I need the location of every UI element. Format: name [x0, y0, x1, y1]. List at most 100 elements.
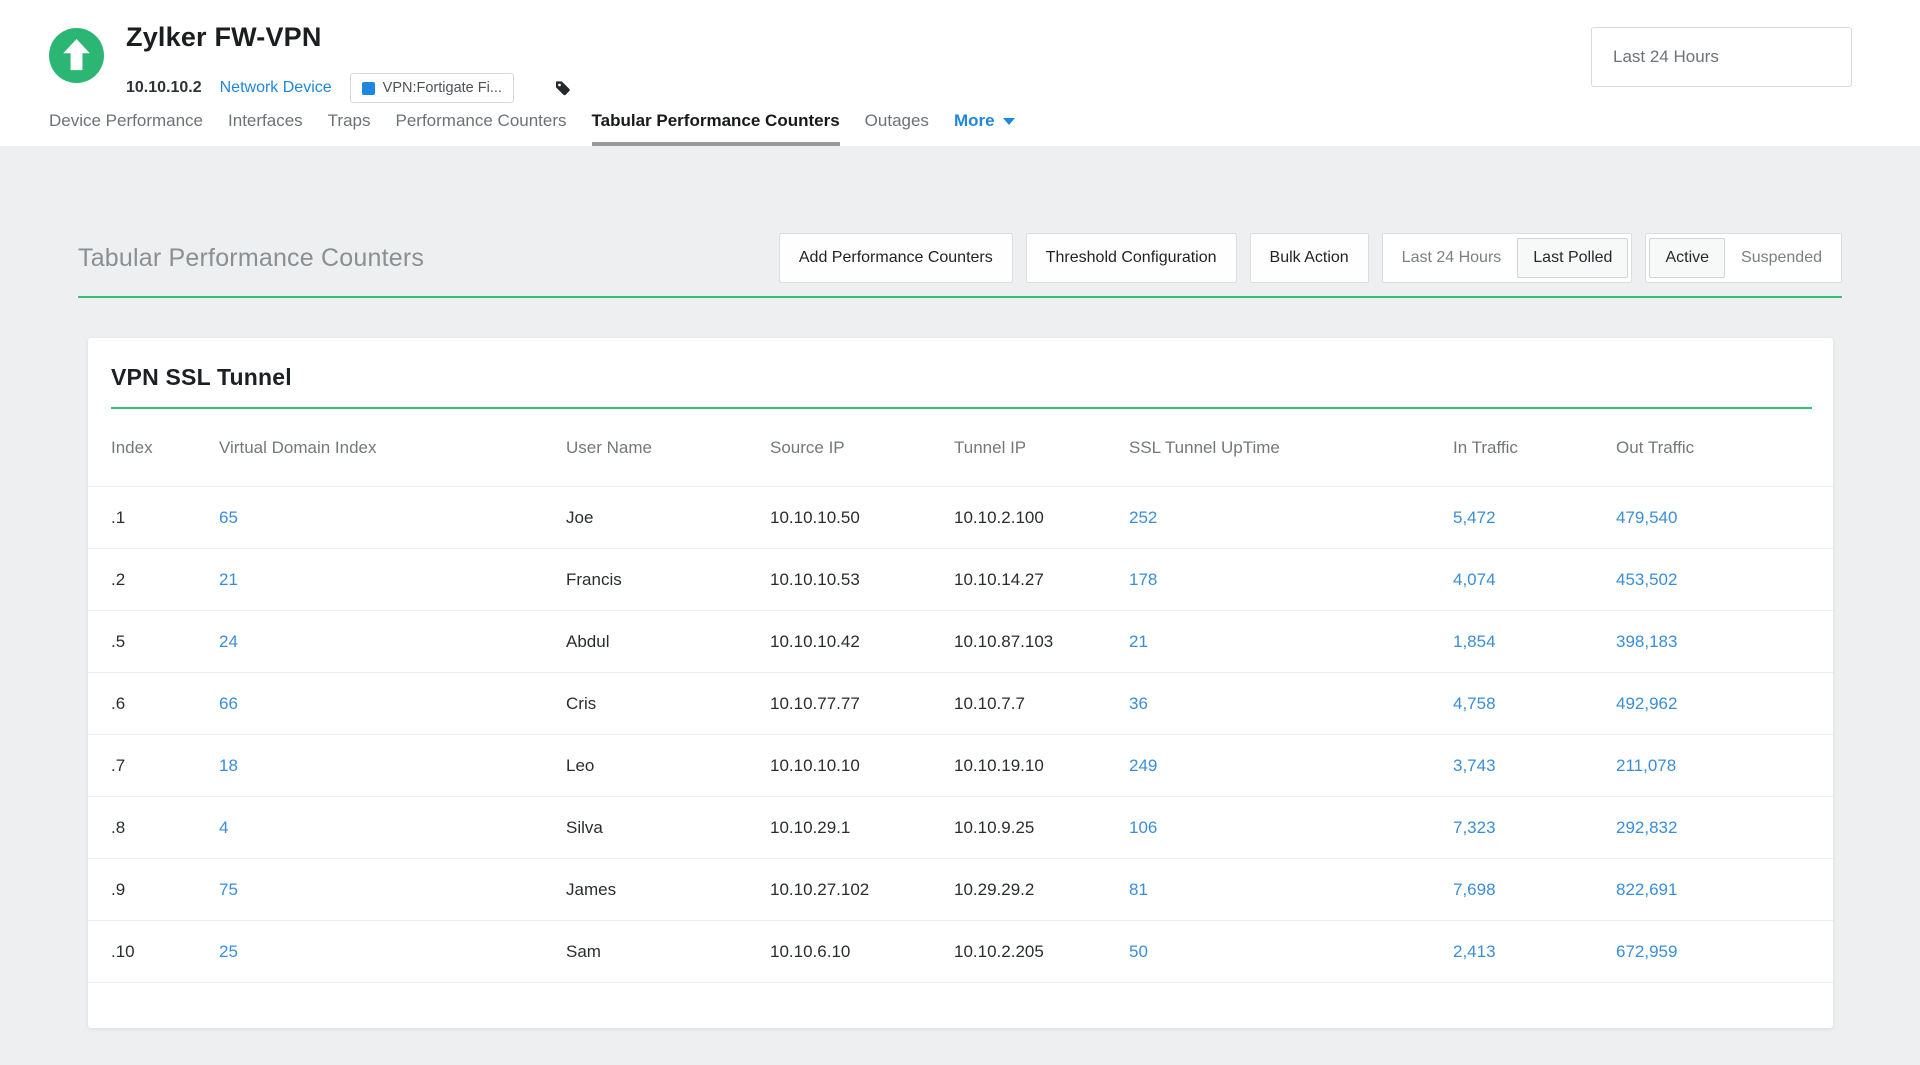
counter-state-toggle: ActiveSuspended [1645, 233, 1842, 283]
cell-in-traffic[interactable]: 7,698 [1453, 880, 1616, 900]
device-category-link[interactable]: Network Device [220, 79, 332, 97]
section-title: Tabular Performance Counters [78, 244, 424, 273]
cell-tunnel-ip: 10.10.2.205 [954, 942, 1129, 962]
tab-outages[interactable]: Outages [865, 111, 929, 146]
device-tag-chip[interactable]: VPN:Fortigate Fi... [350, 73, 514, 103]
page-body: Tabular Performance Counters Add Perform… [0, 146, 1920, 1065]
cell-ssl-tunnel-uptime[interactable]: 81 [1129, 880, 1453, 900]
tab-interfaces[interactable]: Interfaces [228, 111, 303, 146]
cell-source-ip: 10.10.10.10 [770, 756, 954, 776]
column-header-tunnel-ip: Tunnel IP [954, 438, 1129, 458]
cell-user-name: Cris [566, 694, 770, 714]
cell-index: .2 [111, 570, 219, 590]
cell-ssl-tunnel-uptime[interactable]: 252 [1129, 508, 1453, 528]
cell-index: .9 [111, 880, 219, 900]
cell-virtual-domain-index[interactable]: 25 [219, 942, 566, 962]
table-row: .718Leo10.10.10.1010.10.19.102493,743211… [88, 735, 1833, 797]
cell-virtual-domain-index[interactable]: 18 [219, 756, 566, 776]
cell-user-name: Leo [566, 756, 770, 776]
cell-tunnel-ip: 10.10.7.7 [954, 694, 1129, 714]
cell-in-traffic[interactable]: 1,854 [1453, 632, 1616, 652]
tab-performance-counters[interactable]: Performance Counters [396, 111, 567, 146]
cell-virtual-domain-index[interactable]: 65 [219, 508, 566, 528]
cell-index: .6 [111, 694, 219, 714]
cell-out-traffic[interactable]: 292,832 [1616, 818, 1812, 838]
table-row: .975James10.10.27.10210.29.29.2817,69882… [88, 859, 1833, 921]
time-range-value: Last 24 Hours [1613, 47, 1719, 67]
table-row: .666Cris10.10.77.7710.10.7.7364,758492,9… [88, 673, 1833, 735]
cell-ssl-tunnel-uptime[interactable]: 178 [1129, 570, 1453, 590]
cell-virtual-domain-index[interactable]: 24 [219, 632, 566, 652]
cell-out-traffic[interactable]: 479,540 [1616, 508, 1812, 528]
cell-source-ip: 10.10.27.102 [770, 880, 954, 900]
cell-in-traffic[interactable]: 3,743 [1453, 756, 1616, 776]
cell-out-traffic[interactable]: 398,183 [1616, 632, 1812, 652]
cell-user-name: Joe [566, 508, 770, 528]
cell-ssl-tunnel-uptime[interactable]: 249 [1129, 756, 1453, 776]
device-header: Zylker FW-VPN 10.10.10.2 Network Device … [0, 0, 1920, 146]
cell-index: .10 [111, 942, 219, 962]
cell-virtual-domain-index[interactable]: 75 [219, 880, 566, 900]
cell-index: .7 [111, 756, 219, 776]
device-status-up-icon [49, 28, 104, 83]
cell-out-traffic[interactable]: 492,962 [1616, 694, 1812, 714]
cell-index: .5 [111, 632, 219, 652]
cell-out-traffic[interactable]: 822,691 [1616, 880, 1812, 900]
cell-source-ip: 10.10.10.50 [770, 508, 954, 528]
cell-out-traffic[interactable]: 453,502 [1616, 570, 1812, 590]
tab-tabular-performance-counters[interactable]: Tabular Performance Counters [592, 111, 840, 146]
threshold-configuration-button[interactable]: Threshold Configuration [1026, 233, 1237, 283]
cell-virtual-domain-index[interactable]: 66 [219, 694, 566, 714]
tag-color-swatch [362, 82, 375, 95]
table-row: .221Francis10.10.10.5310.10.14.271784,07… [88, 549, 1833, 611]
cell-in-traffic[interactable]: 4,758 [1453, 694, 1616, 714]
tab-device-performance[interactable]: Device Performance [49, 111, 203, 146]
tag-icon[interactable] [554, 79, 572, 97]
toggle-option-last-24-hours[interactable]: Last 24 Hours [1386, 238, 1518, 278]
cell-in-traffic[interactable]: 5,472 [1453, 508, 1616, 528]
cell-in-traffic[interactable]: 4,074 [1453, 570, 1616, 590]
table-row: .524Abdul10.10.10.4210.10.87.103211,8543… [88, 611, 1833, 673]
cell-source-ip: 10.10.6.10 [770, 942, 954, 962]
cell-source-ip: 10.10.10.53 [770, 570, 954, 590]
toolbar: Tabular Performance Counters Add Perform… [78, 233, 1842, 283]
cell-tunnel-ip: 10.10.2.100 [954, 508, 1129, 528]
cell-out-traffic[interactable]: 211,078 [1616, 756, 1812, 776]
toggle-option-last-polled[interactable]: Last Polled [1517, 238, 1628, 278]
cell-index: .8 [111, 818, 219, 838]
cell-ssl-tunnel-uptime[interactable]: 106 [1129, 818, 1453, 838]
cell-in-traffic[interactable]: 2,413 [1453, 942, 1616, 962]
chevron-down-icon [1003, 118, 1015, 125]
cell-tunnel-ip: 10.10.9.25 [954, 818, 1129, 838]
cell-ssl-tunnel-uptime[interactable]: 50 [1129, 942, 1453, 962]
table-body: .165Joe10.10.10.5010.10.2.1002525,472479… [88, 487, 1833, 983]
cell-in-traffic[interactable]: 7,323 [1453, 818, 1616, 838]
tab-traps[interactable]: Traps [328, 111, 371, 146]
table-row: .84Silva10.10.29.110.10.9.251067,323292,… [88, 797, 1833, 859]
tab-bar: Device Performance Interfaces Traps Perform… [49, 111, 1015, 146]
page-title: Zylker FW-VPN [126, 22, 322, 53]
cell-user-name: Silva [566, 818, 770, 838]
cell-virtual-domain-index[interactable]: 4 [219, 818, 566, 838]
cell-tunnel-ip: 10.10.14.27 [954, 570, 1129, 590]
toolbar-buttons: Add Performance Counters Threshold Config… [779, 233, 1842, 283]
time-range-selector[interactable]: Last 24 Hours [1591, 27, 1852, 87]
tab-more[interactable]: More [954, 111, 1015, 146]
bulk-action-button[interactable]: Bulk Action [1250, 233, 1369, 283]
toggle-option-suspended[interactable]: Suspended [1725, 238, 1838, 278]
cell-ssl-tunnel-uptime[interactable]: 21 [1129, 632, 1453, 652]
device-ip: 10.10.10.2 [126, 79, 202, 97]
toggle-option-active[interactable]: Active [1649, 238, 1725, 278]
cell-source-ip: 10.10.29.1 [770, 818, 954, 838]
column-header-source-ip: Source IP [770, 438, 954, 458]
cell-tunnel-ip: 10.10.87.103 [954, 632, 1129, 652]
cell-tunnel-ip: 10.10.19.10 [954, 756, 1129, 776]
table-header-row: IndexVirtual Domain IndexUser NameSource… [88, 409, 1833, 487]
column-header-ssl-tunnel-uptime: SSL Tunnel UpTime [1129, 438, 1453, 458]
table-row: .1025Sam10.10.6.1010.10.2.205502,413672,… [88, 921, 1833, 983]
add-performance-counters-button[interactable]: Add Performance Counters [779, 233, 1013, 283]
cell-out-traffic[interactable]: 672,959 [1616, 942, 1812, 962]
cell-ssl-tunnel-uptime[interactable]: 36 [1129, 694, 1453, 714]
cell-virtual-domain-index[interactable]: 21 [219, 570, 566, 590]
column-header-in-traffic: In Traffic [1453, 438, 1616, 458]
